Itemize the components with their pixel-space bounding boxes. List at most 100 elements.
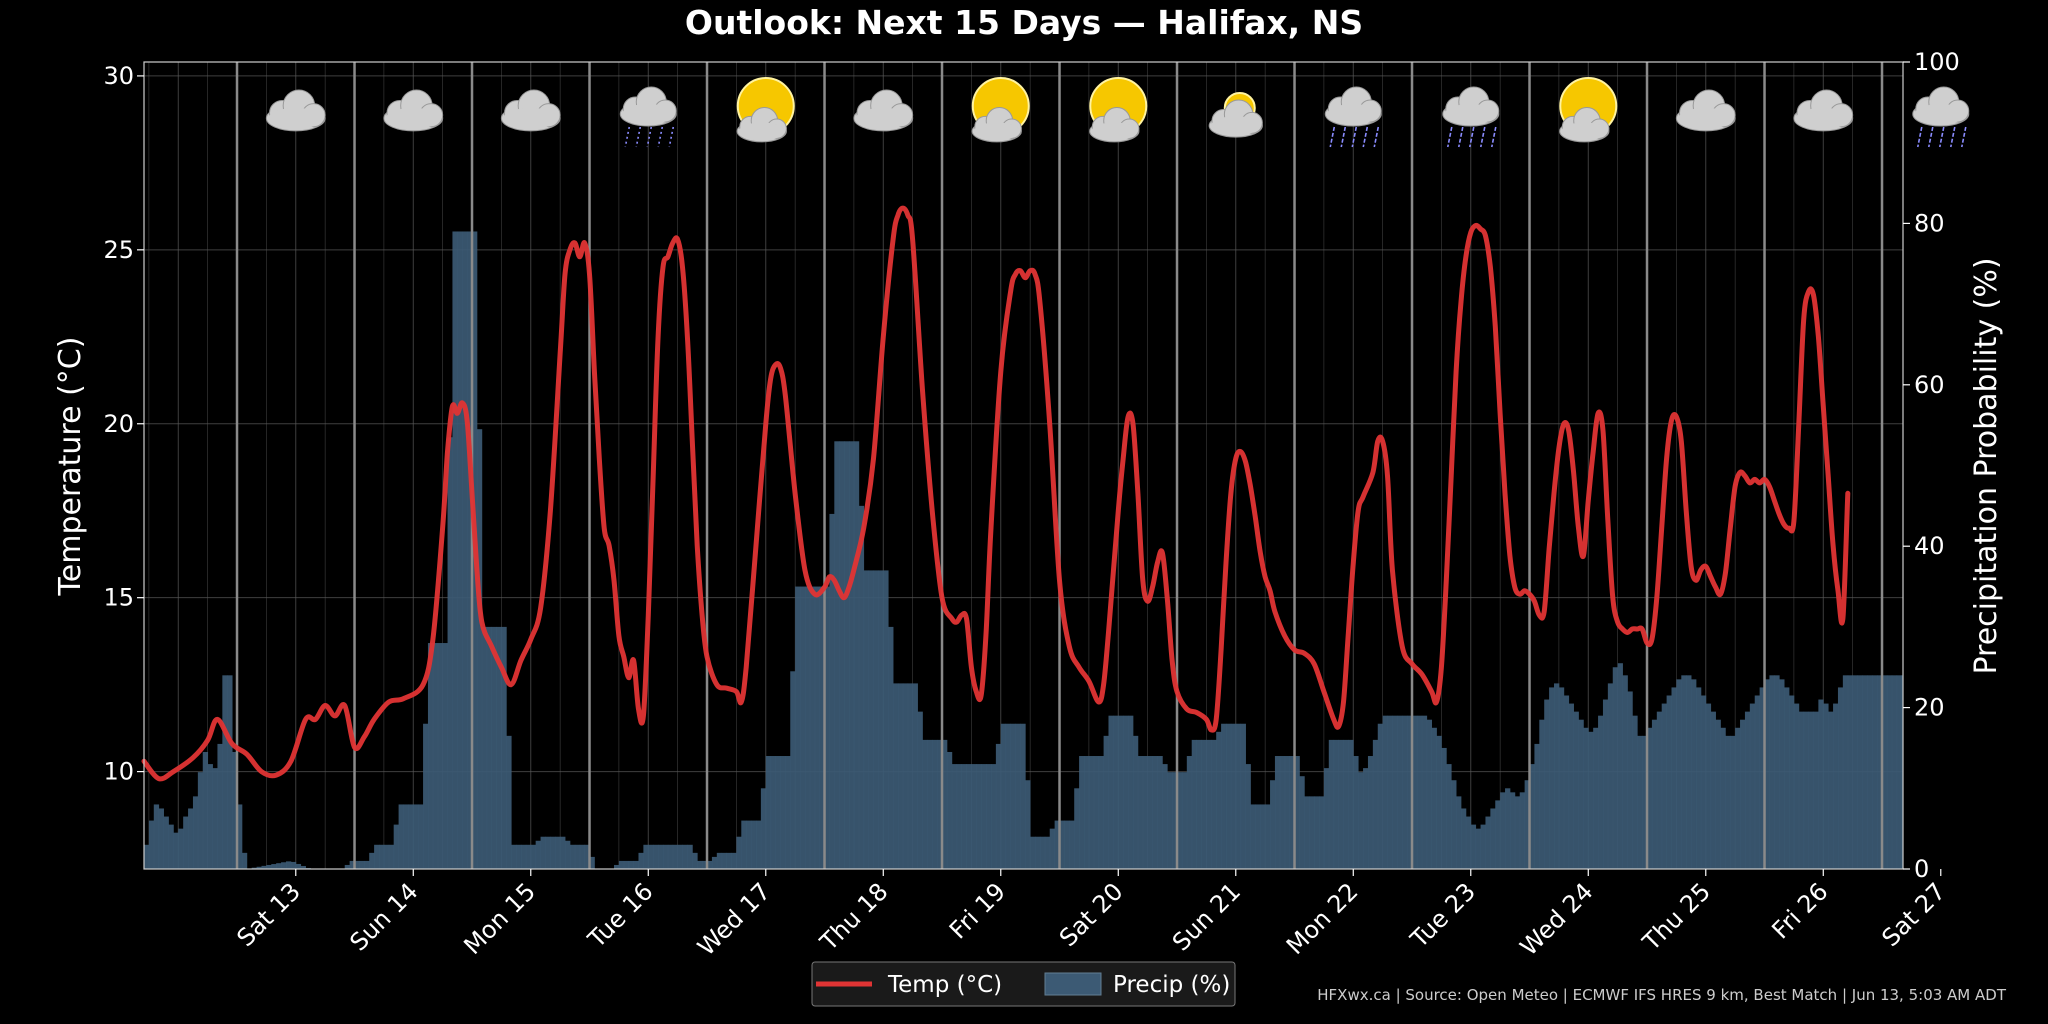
precip-bar xyxy=(1372,739,1379,869)
precip-bar xyxy=(804,586,811,869)
precip-bar xyxy=(1128,715,1134,869)
precip-bar xyxy=(408,804,414,869)
precip-bar xyxy=(1152,756,1158,869)
precip-bar xyxy=(1289,756,1295,869)
precip-bar xyxy=(511,844,517,869)
precip-bar xyxy=(1142,756,1149,869)
precip-bar xyxy=(1877,675,1883,869)
precip-bar xyxy=(1436,735,1442,869)
legend-precip-label: Precip (%) xyxy=(1113,972,1230,998)
precip-bar xyxy=(1593,727,1599,869)
precip-bar xyxy=(276,863,282,869)
precip-bar xyxy=(1235,723,1242,869)
precip-bar xyxy=(1651,719,1658,869)
rain-streak xyxy=(624,126,631,148)
precip-bar xyxy=(1421,715,1428,869)
precip-bar xyxy=(1358,772,1364,869)
x-tick-label: Mon 15 xyxy=(458,877,541,960)
precip-bar xyxy=(1000,723,1007,869)
precip-bar xyxy=(178,828,184,869)
precip-bar xyxy=(403,804,409,869)
precip-bar xyxy=(1319,796,1325,869)
precip-bar xyxy=(1695,687,1702,869)
precip-bar xyxy=(1230,723,1237,869)
precip-bar xyxy=(1201,739,1207,869)
precip-bar xyxy=(677,844,683,869)
x-tick-label: Mon 22 xyxy=(1281,877,1364,960)
precip-bar xyxy=(1505,788,1511,869)
precip-bar xyxy=(1274,756,1281,869)
rain-streak xyxy=(1329,126,1336,148)
precip-bar xyxy=(1084,756,1090,869)
y-axis-label: Temperature (°C) xyxy=(53,337,88,597)
precip-bar xyxy=(153,804,160,869)
precip-bar xyxy=(741,820,747,869)
y-tick-label: 30 xyxy=(103,62,134,90)
precip-bar xyxy=(1495,800,1501,869)
precip-bar xyxy=(1250,804,1256,869)
precip-bar xyxy=(148,820,155,869)
precip-bar xyxy=(1044,836,1051,869)
precip-bar xyxy=(1705,703,1712,869)
precip-bar xyxy=(1891,675,1898,869)
cloud-part xyxy=(1091,122,1138,141)
precip-bar xyxy=(256,866,262,869)
precip-bar xyxy=(525,844,532,869)
precip-bar xyxy=(1558,687,1565,869)
partly-cloudy-icon xyxy=(1208,92,1263,138)
precip-bar xyxy=(1186,756,1193,869)
precip-bar xyxy=(986,764,992,869)
precip-bar xyxy=(893,683,899,869)
chart-title: Outlook: Next 15 Days — Halifax, NS xyxy=(685,3,1363,42)
cloud-part xyxy=(1795,107,1851,129)
cloud-part xyxy=(1211,116,1261,136)
precip-bar xyxy=(1539,719,1545,869)
partly-sunny-icon xyxy=(736,77,795,143)
precip-bar xyxy=(227,675,233,869)
precip-bar xyxy=(1896,675,1903,869)
precip-bar xyxy=(1779,679,1785,869)
precip-bar xyxy=(1025,780,1031,869)
precip-bar xyxy=(1074,788,1080,869)
precip-bar xyxy=(295,863,302,869)
precip-bar xyxy=(995,743,1002,869)
partly-sunny-icon xyxy=(1559,77,1618,143)
precip-bar xyxy=(1749,703,1756,869)
precip-bar xyxy=(520,844,527,869)
cloud-part xyxy=(1561,122,1608,141)
precip-bar xyxy=(648,844,654,869)
cloudy-icon xyxy=(1793,89,1854,132)
precip-bar xyxy=(413,804,419,869)
precip-bar xyxy=(207,764,213,869)
precip-bar xyxy=(966,764,972,869)
precip-bar xyxy=(1005,723,1011,869)
precip-bar xyxy=(1666,695,1672,869)
precip-bar xyxy=(462,231,468,870)
x-tick-label: Tue 16 xyxy=(582,877,658,953)
precip-bar xyxy=(501,626,507,869)
precip-bar xyxy=(574,844,581,869)
precip-bar xyxy=(1514,796,1521,869)
precip-bar xyxy=(290,861,297,869)
rain-streak xyxy=(1468,126,1475,148)
cloudy-icon xyxy=(1675,89,1736,132)
precip-bar xyxy=(638,852,644,869)
precip-bar xyxy=(1725,735,1731,869)
precip-bar xyxy=(222,675,228,869)
precip-bar xyxy=(192,796,199,869)
precip-bar xyxy=(1710,711,1716,869)
precip-bar xyxy=(1563,695,1570,869)
precip-bar xyxy=(1064,820,1070,869)
precip-bar xyxy=(1377,723,1384,869)
precip-bar xyxy=(1847,675,1854,869)
precip-bar xyxy=(374,844,380,869)
rain-streak xyxy=(646,126,653,148)
precip-bar xyxy=(956,764,963,869)
precip-bar xyxy=(271,864,277,869)
precip-bar xyxy=(770,756,776,869)
precip-bar xyxy=(1412,715,1418,869)
precip-bar xyxy=(486,626,493,869)
y2-tick-label: 60 xyxy=(1914,371,1945,399)
x-tick-label: Wed 17 xyxy=(692,877,776,961)
x-tick-label: Fri 19 xyxy=(944,877,1011,944)
